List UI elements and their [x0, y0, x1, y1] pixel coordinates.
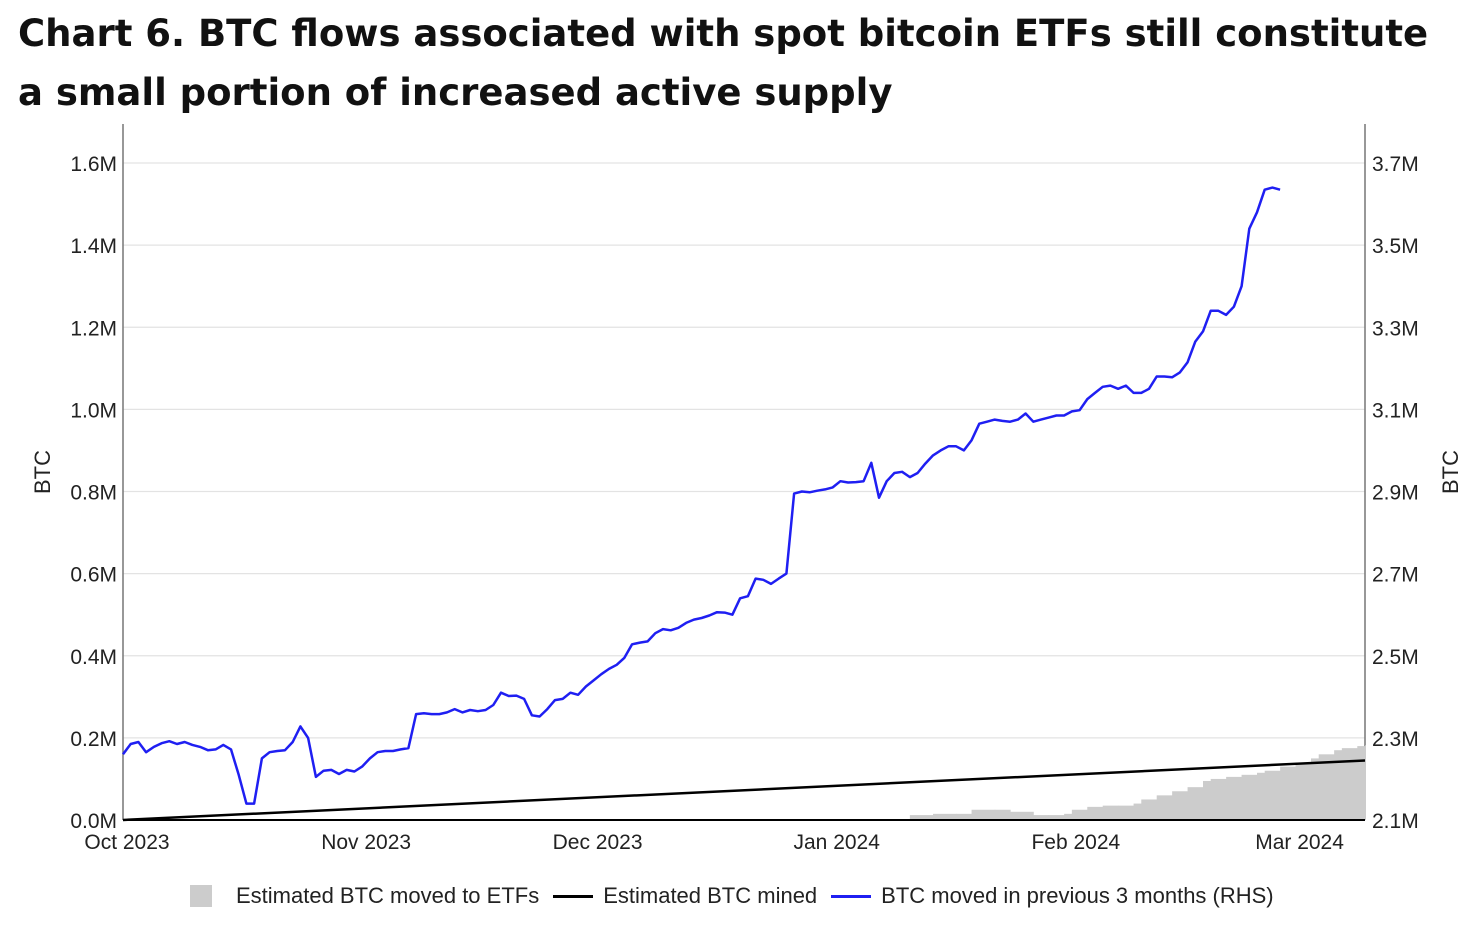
bar-etf	[1334, 750, 1343, 820]
y-tick-label-right: 2.1M	[1372, 810, 1419, 833]
y-tick-label-left: 1.2M	[70, 317, 117, 340]
bar-etf	[1141, 799, 1158, 820]
bar-etf	[1010, 811, 1034, 820]
y-tick-label-right: 2.5M	[1372, 646, 1419, 669]
y-tick-label-left: 1.0M	[70, 399, 117, 422]
bar-etf	[994, 809, 1011, 820]
y-tick-label-left: 1.4M	[70, 235, 117, 258]
legend-label-rhs: BTC moved in previous 3 months (RHS)	[881, 883, 1274, 908]
chart-plot: 0.0M 2.1M 0.2M 2.3M 0.4M 2.5M 0.6M 2.7M 0.8M 2.9M…	[30, 124, 1463, 854]
bar-etf	[909, 815, 934, 820]
bar-etf	[1071, 809, 1088, 820]
y-tick-label-right: 3.7M	[1372, 153, 1419, 176]
x-tick-label: Mar 2024	[1255, 831, 1344, 854]
y-axis-title-right: BTC	[1438, 450, 1463, 494]
bar-etf	[1210, 778, 1227, 820]
legend-swatch-mined	[553, 894, 594, 898]
y-tick-label-right: 2.3M	[1372, 728, 1419, 751]
bar-etf	[1203, 780, 1212, 820]
bar-etf	[933, 813, 957, 820]
y-tick-label-right: 2.9M	[1372, 482, 1419, 505]
line-btc-moved-3m	[121, 186, 1281, 805]
x-tick-label: Dec 2023	[553, 831, 643, 854]
x-tick-label: Jan 2024	[794, 831, 881, 854]
bar-etf	[971, 809, 996, 820]
y-axis-title-left: BTC	[30, 450, 55, 494]
y-tick-label-right: 3.3M	[1372, 317, 1419, 340]
bar-etf	[1048, 815, 1065, 820]
bar-etf	[1172, 791, 1189, 820]
y-tick-label-left: 0.4M	[70, 646, 117, 669]
bar-etf	[1365, 745, 1366, 820]
x-tick-label: Nov 2023	[321, 831, 411, 854]
bar-etf	[1280, 766, 1297, 820]
chart-title: Chart 6. BTC flows associated with spot …	[18, 12, 1429, 114]
y-tick-label-right: 2.7M	[1372, 564, 1419, 587]
line-btc-mined	[122, 759, 1366, 822]
bar-etf	[1295, 762, 1312, 820]
bar-etf	[1033, 815, 1050, 820]
bar-etf	[1156, 795, 1173, 820]
legend-label-etf: Estimated BTC moved to ETFs	[236, 883, 540, 908]
bar-etf	[956, 813, 973, 820]
y-tick-label-left: 0.2M	[70, 728, 117, 751]
bar-etf	[1318, 754, 1335, 820]
bar-etf	[1226, 776, 1243, 820]
bar-etf	[1087, 806, 1104, 820]
bar-etf	[1264, 770, 1281, 820]
y-tick-label-left: 0.6M	[70, 564, 117, 587]
y-tick-label-left: 0.0M	[70, 810, 117, 833]
bar-etf	[1241, 774, 1258, 820]
bar-etf	[1341, 748, 1358, 820]
legend-item-etf: Estimated BTC moved to ETFs	[190, 883, 539, 909]
legend-swatch-etf	[190, 885, 212, 907]
bar-etf	[1064, 813, 1073, 820]
bar-etf	[1357, 746, 1366, 820]
y-tick-label-right: 3.5M	[1372, 235, 1419, 258]
legend-swatch-rhs	[831, 894, 872, 898]
x-tick-label: Feb 2024	[1031, 831, 1120, 854]
bar-etf	[1133, 803, 1142, 820]
legend-label-mined: Estimated BTC mined	[603, 883, 818, 908]
bar-etf	[1187, 787, 1204, 820]
y-tick-label-left: 1.6M	[70, 153, 117, 176]
legend-item-rhs: BTC moved in previous 3 months (RHS)	[831, 883, 1274, 909]
bar-etf	[1257, 772, 1266, 820]
bar-etf	[1102, 805, 1119, 820]
y-tick-label-left: 0.8M	[70, 482, 117, 505]
chart-legend: Estimated BTC moved to ETFs Estimated BT…	[190, 878, 1288, 914]
legend-item-mined: Estimated BTC mined	[553, 883, 817, 909]
bar-etf	[1118, 805, 1135, 820]
bar-etf	[1311, 758, 1320, 820]
y-tick-label-right: 3.1M	[1372, 399, 1419, 422]
x-tick-label: Oct 2023	[84, 831, 169, 854]
